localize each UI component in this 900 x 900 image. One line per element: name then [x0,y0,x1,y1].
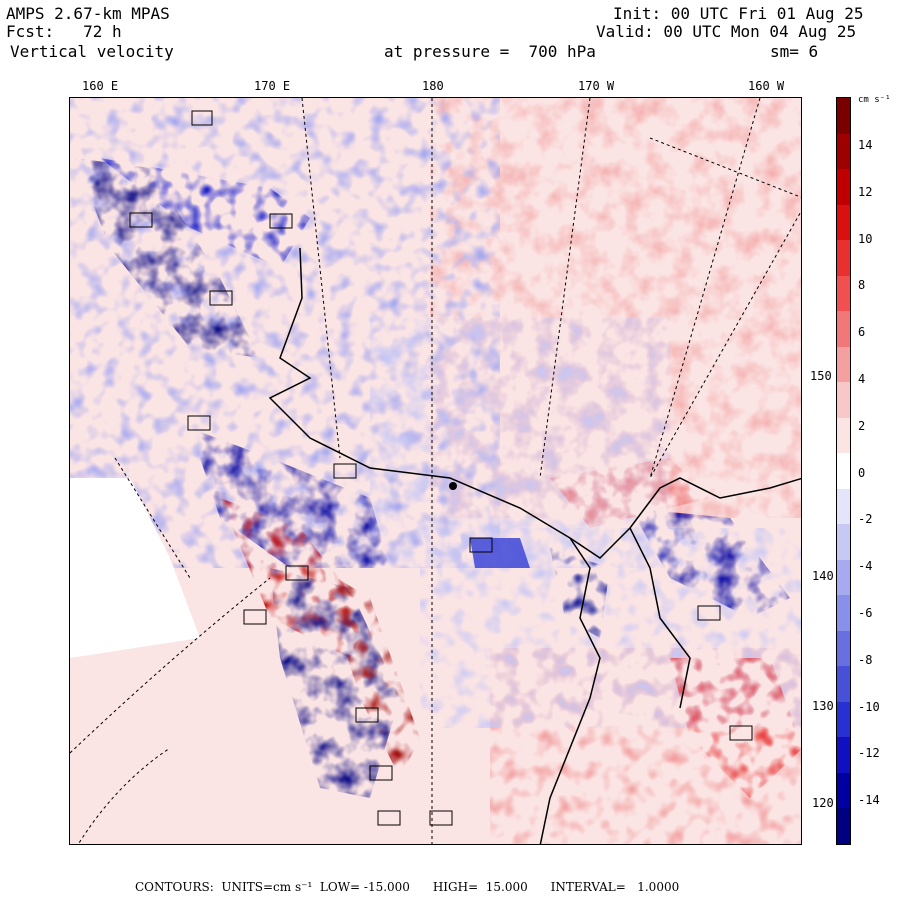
no-data-wedge [70,478,200,658]
color-bar-segment [837,808,850,845]
color-bar-label: -6 [858,606,873,620]
map-field-svg [70,98,801,844]
color-bar-label: -12 [858,746,880,761]
lon-label-170w: 170 W [578,79,615,93]
color-bar-label: -14 [858,793,880,808]
color-bar-label: 10 [858,231,873,246]
color-bar-label: 6 [858,325,866,340]
color-bar-segment [837,453,850,490]
lon-label-160e: 160 E [82,79,119,93]
color-bar-segment [837,382,850,419]
init-time: Init: 00 UTC Fri 01 Aug 25 [613,4,864,23]
color-bar-segment [837,595,850,632]
graticule [70,98,801,844]
color-bar-label: -4 [858,559,873,574]
color-bar-label: 8 [858,278,866,293]
vertical-velocity-map [69,97,802,845]
color-bar-segment [837,488,850,525]
color-bar-label: 14 [858,138,873,152]
lon-label-160w: 160 W [748,79,785,93]
color-bar-segment [837,630,850,667]
color-bar-segment [837,98,850,135]
pressure-level: at pressure = 700 hPa [384,42,596,61]
coastlines [268,247,801,844]
color-bar [836,97,851,845]
color-bar-segment [837,559,850,596]
station-dot [449,482,457,490]
color-bar-segment [837,240,850,277]
color-bar-label: 0 [858,465,866,480]
color-bar-segment [837,275,850,312]
color-bar-segment [837,204,850,241]
forecast-hour: Fcst: 72 h [6,22,122,41]
negative-region-central [370,318,670,568]
field-name: Vertical velocity [10,42,174,61]
color-bar-label: 4 [858,372,866,386]
color-bar-label: -2 [858,512,873,527]
color-bar-segment [837,737,850,774]
strong-wave-band-east [470,458,801,798]
model-title: AMPS 2.67-km MPAS [6,4,170,23]
lon-label-170e: 170 E [254,79,291,93]
color-bar-segment [837,417,850,454]
color-bar-segment [837,701,850,738]
valid-time: Valid: 00 UTC Mon 04 Aug 25 [596,22,857,41]
color-bar-segment [837,666,850,703]
smoothing-value: sm= 6 [770,42,819,61]
station-markers [129,110,753,826]
color-bar-segment [837,524,850,561]
color-bar-segment [837,772,850,809]
color-bar-segment [837,346,850,383]
color-bar-label: 12 [858,184,873,199]
color-bar-label: 2 [858,418,866,433]
color-bar-segment [837,311,850,348]
color-bar-label: -10 [858,699,880,714]
contour-footer: CONTOURS: UNITS=cm s⁻¹ LOW= -15.000 HIGH… [135,880,680,894]
lon-label-180: 180 [422,79,444,93]
color-bar-segment [837,169,850,206]
strong-wave-band-west [75,158,420,798]
color-bar-units: cm s⁻¹ [858,95,891,105]
color-bar-segment [837,133,850,170]
color-bar-label: -8 [858,652,873,667]
